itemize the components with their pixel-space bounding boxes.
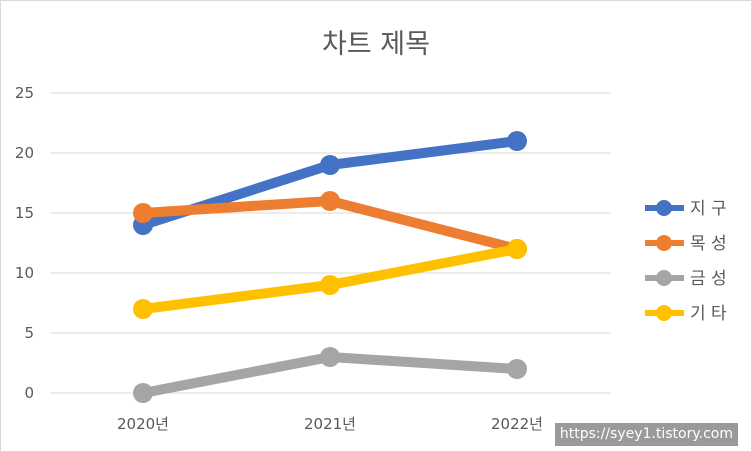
series-1 bbox=[133, 191, 527, 259]
y-axis: 0 5 10 15 20 25 bbox=[15, 84, 34, 402]
legend-marker-0 bbox=[656, 200, 672, 216]
legend-label-2: 금 성 bbox=[690, 269, 727, 289]
x-tick-label-1: 2021년 bbox=[304, 415, 356, 433]
legend-label-3: 기 타 bbox=[690, 304, 727, 324]
legend-item-2: 금 성 bbox=[645, 269, 727, 289]
legend-marker-1 bbox=[656, 235, 672, 251]
legend-label-1: 목 성 bbox=[690, 234, 727, 254]
data-point-1-1 bbox=[320, 191, 340, 211]
series-3 bbox=[133, 239, 527, 319]
legend-item-3: 기 타 bbox=[645, 304, 727, 324]
x-tick-label-0: 2020년 bbox=[117, 415, 169, 433]
legend-item-1: 목 성 bbox=[645, 234, 727, 254]
data-point-2-2 bbox=[507, 359, 527, 379]
data-point-2-0 bbox=[133, 383, 153, 403]
chart-title: 차트 제목 bbox=[322, 29, 430, 60]
data-point-3-1 bbox=[320, 275, 340, 295]
y-tick-label-0: 0 bbox=[24, 384, 34, 402]
data-point-3-2 bbox=[507, 239, 527, 259]
series-2 bbox=[133, 347, 527, 403]
data-point-0-1 bbox=[320, 155, 340, 175]
data-point-0-2 bbox=[507, 131, 527, 151]
legend-marker-3 bbox=[656, 305, 672, 321]
y-tick-label-20: 20 bbox=[15, 144, 34, 162]
legend-item-0: 지 구 bbox=[645, 199, 727, 219]
data-point-2-1 bbox=[320, 347, 340, 367]
x-axis: 2020년 2021년 2022년 bbox=[117, 415, 543, 433]
series-0 bbox=[133, 131, 527, 235]
data-point-1-0 bbox=[133, 203, 153, 223]
y-tick-label-10: 10 bbox=[15, 264, 34, 282]
y-tick-label-5: 5 bbox=[24, 324, 34, 342]
y-tick-label-25: 25 bbox=[15, 84, 34, 102]
legend-label-0: 지 구 bbox=[690, 199, 727, 219]
legend: 지 구목 성금 성기 타 bbox=[645, 199, 727, 324]
y-tick-label-15: 15 bbox=[15, 204, 34, 222]
legend-marker-2 bbox=[656, 270, 672, 286]
x-tick-label-2: 2022년 bbox=[491, 415, 543, 433]
data-point-3-0 bbox=[133, 299, 153, 319]
watermark: https://syey1.tistory.com bbox=[554, 423, 738, 446]
series-layer bbox=[133, 131, 527, 403]
